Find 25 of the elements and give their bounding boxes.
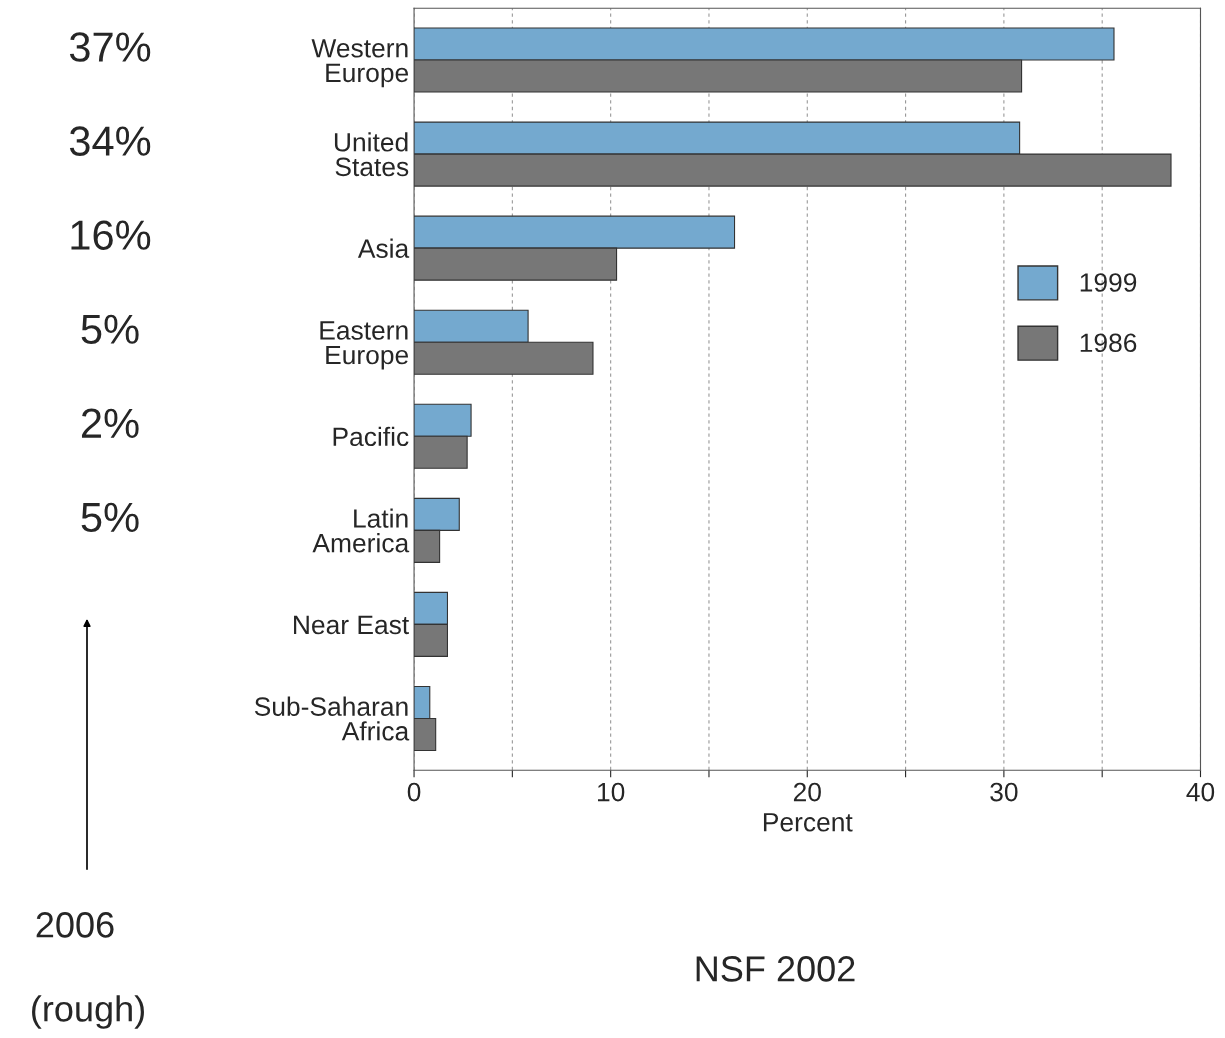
legend-label: 1986 (1080, 333, 1137, 353)
text: 2006 (36, 912, 114, 938)
x-tick-label: 40 (1186, 782, 1215, 802)
y-tick-label: Pacific (333, 426, 409, 447)
y-tick-label: Eastern Europe (320, 321, 409, 370)
text: NSF 2002 (696, 956, 855, 982)
text: 5% (81, 314, 139, 344)
y-tick-label: Western Europe (311, 39, 409, 88)
text: 5% (81, 502, 139, 533)
text: 2% (81, 408, 139, 438)
x-tick-label: 30 (990, 782, 1018, 802)
x-tick-label: 10 (598, 782, 625, 802)
x-tick-label: 0 (407, 782, 421, 802)
text: 34% (69, 126, 151, 156)
x-axis-title: Percent (763, 813, 853, 832)
y-tick-label: Latin America (312, 508, 410, 553)
y-tick-label: Near East (294, 615, 409, 635)
text: (rough) (32, 995, 144, 1029)
y-tick-label: United States (334, 132, 409, 177)
y-tick-label: Asia (357, 238, 410, 258)
text: 37% (69, 32, 151, 62)
legend-label: 1999 (1080, 273, 1137, 292)
y-tick-label: Sub-Saharan Africa (254, 696, 410, 741)
text: 16% (71, 220, 151, 250)
x-tick-label: 20 (793, 782, 821, 802)
